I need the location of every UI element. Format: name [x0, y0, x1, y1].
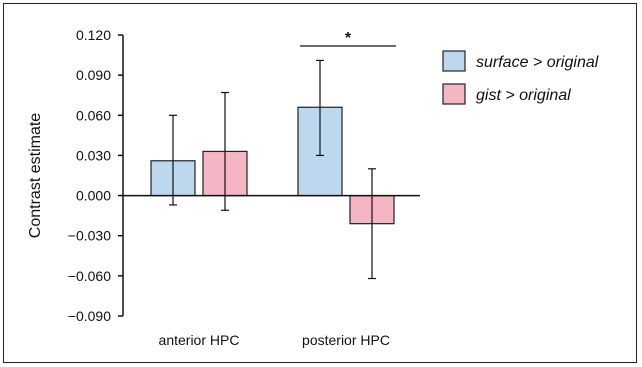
annotations: *	[300, 30, 396, 47]
x-axis: anterior HPC posterior HPC	[123, 194, 420, 348]
y-tick-label: 0.090	[76, 67, 111, 83]
y-tick-label: 0.000	[76, 188, 111, 204]
error-bars	[169, 59, 376, 280]
y-tick-label: −0.090	[68, 308, 111, 324]
y-tick-label: −0.030	[68, 228, 111, 244]
legend-label-0: surface > original	[476, 54, 599, 71]
x-category-label: anterior HPC	[159, 332, 240, 348]
significance-star: *	[345, 30, 352, 47]
legend-swatch-0	[442, 50, 466, 72]
legend: surface > original gist > original	[442, 50, 599, 105]
bars	[150, 106, 395, 225]
y-tick-label: 0.030	[76, 147, 111, 163]
y-tick-label: −0.060	[68, 268, 111, 284]
y-axis: 0.120 0.090 0.060 0.030 0.000 −0.030 −0.060 −0.…	[27, 27, 124, 324]
legend-swatch-1	[442, 83, 466, 105]
legend-label-1: gist > original	[476, 87, 571, 104]
y-tick-label: 0.120	[76, 27, 111, 43]
y-tick-label: 0.060	[76, 107, 111, 123]
x-category-label: posterior HPC	[302, 332, 390, 348]
y-axis-title: Contrast estimate	[27, 113, 44, 238]
